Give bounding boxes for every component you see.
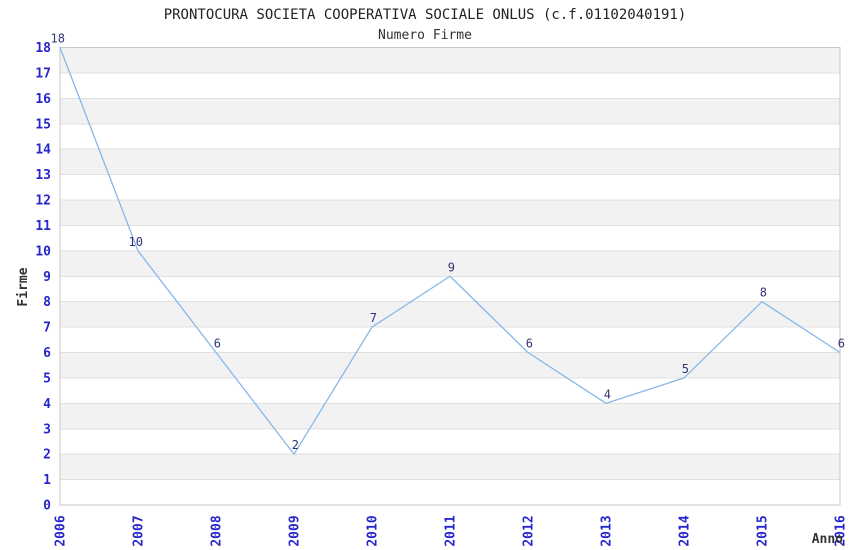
- y-tick-label: 10: [35, 244, 51, 259]
- y-tick-label: 8: [43, 295, 51, 310]
- data-point-label: 9: [448, 260, 455, 274]
- x-axis-label: Anno: [812, 532, 843, 547]
- chart-title: PRONTOCURA SOCIETA COOPERATIVA SOCIALE O…: [163, 7, 687, 23]
- x-tick-label: 2016: [834, 515, 849, 546]
- data-point-label: 6: [838, 337, 845, 351]
- data-point-label: 18: [51, 32, 65, 46]
- grid-band: [60, 149, 840, 175]
- y-tick-label: 12: [35, 194, 51, 209]
- data-point-label: 8: [760, 286, 767, 300]
- y-tick-label: 17: [35, 66, 51, 81]
- data-point-label: 6: [214, 337, 221, 351]
- y-tick-label: 15: [35, 117, 51, 132]
- plot-border: [59, 47, 841, 506]
- y-tick-label: 13: [35, 168, 51, 183]
- y-tick-label: 5: [43, 371, 51, 386]
- y-axis-label: Firme: [16, 267, 31, 306]
- y-tick-label: 3: [43, 422, 51, 437]
- x-tick-label: 2014: [678, 515, 693, 546]
- y-tick-label: 0: [43, 499, 51, 514]
- y-tick-label: 4: [43, 397, 51, 412]
- chart-subtitle: Numero Firme: [378, 28, 472, 43]
- x-tick-label: 2008: [210, 515, 225, 546]
- data-point-label: 7: [370, 311, 377, 325]
- data-point-label: 10: [129, 235, 143, 249]
- x-tick-label: 2011: [444, 515, 459, 546]
- y-tick-label: 1: [43, 473, 51, 488]
- x-tick-label: 2010: [366, 515, 381, 546]
- y-tick-label: 14: [35, 143, 51, 158]
- x-tick-label: 2007: [132, 515, 147, 546]
- grid-band: [60, 98, 840, 124]
- data-point-label: 5: [682, 362, 689, 376]
- y-tick-label: 6: [43, 346, 51, 361]
- y-tick-label: 7: [43, 321, 51, 336]
- x-tick-label: 2006: [54, 515, 69, 546]
- grid-band: [60, 454, 840, 480]
- data-point-label: 6: [526, 337, 533, 351]
- grid-band: [60, 352, 840, 378]
- x-tick-label: 2013: [600, 515, 615, 546]
- data-point-label: 4: [604, 387, 611, 401]
- data-point-label: 2: [292, 438, 299, 452]
- y-tick-label: 9: [43, 270, 51, 285]
- y-tick-label: 18: [35, 41, 51, 56]
- x-tick-label: 2015: [756, 515, 771, 546]
- grid-band: [60, 403, 840, 429]
- x-tick-label: 2009: [288, 515, 303, 546]
- data-line: [59, 46, 841, 455]
- grid-band: [60, 250, 840, 277]
- grid-band: [60, 301, 840, 328]
- y-tick-label: 11: [35, 219, 51, 234]
- y-tick-label: 2: [43, 448, 51, 463]
- y-tick-label: 16: [35, 92, 51, 107]
- grid-band: [60, 47, 840, 73]
- x-tick-label: 2012: [522, 515, 537, 546]
- grid-band: [60, 200, 840, 226]
